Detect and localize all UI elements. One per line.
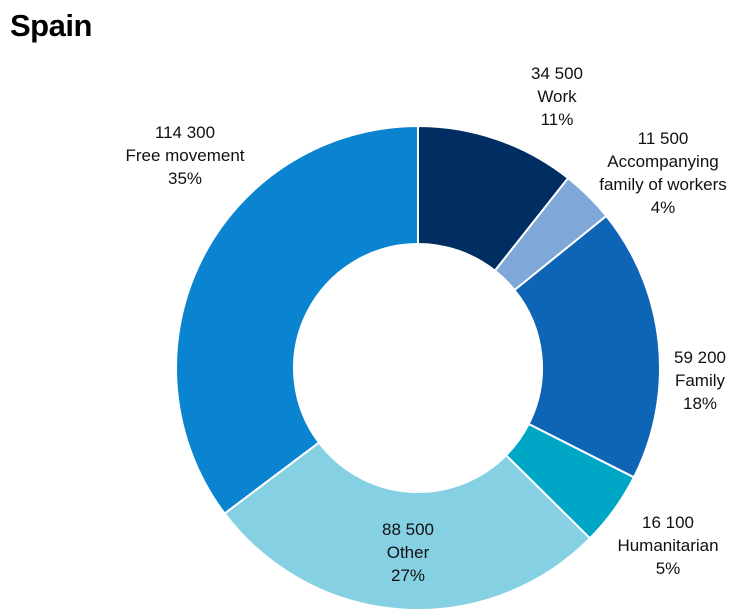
slice-label: 34 500 Work 11%	[497, 62, 617, 131]
percent-label: 5%	[655, 559, 681, 578]
value-label: 34 500	[531, 64, 583, 83]
slice-label: 88 500 Other 27%	[338, 518, 478, 587]
chart-title: Spain	[10, 8, 92, 43]
category-label: Family	[674, 371, 726, 390]
value-label: 114 300	[154, 123, 216, 142]
category-label: Accompanying family of workers	[599, 152, 727, 194]
value-label: 16 100	[642, 513, 694, 532]
donut-slice	[175, 124, 419, 515]
value-label: 59 200	[674, 348, 726, 367]
category-label: Work	[537, 87, 577, 106]
slice-label: 114 300 Free movement 35%	[95, 121, 275, 190]
percent-label: 27%	[390, 566, 426, 585]
category-label: Humanitarian	[617, 536, 719, 555]
percent-label: 4%	[650, 198, 676, 217]
slice-label: 16 100 Humanitarian 5%	[608, 511, 728, 580]
slice-label: 59 200 Family 18%	[655, 346, 741, 415]
value-label: 11 500	[637, 129, 689, 148]
donut-slice	[513, 214, 661, 479]
category-label: Free movement	[125, 146, 245, 165]
category-label: Other	[386, 543, 430, 562]
percent-label: 18%	[682, 394, 718, 413]
slice-label: 11 500 Accompanying family of workers 4%	[588, 127, 738, 219]
percent-label: 11%	[540, 110, 574, 129]
percent-label: 35%	[167, 169, 203, 188]
donut-slice	[223, 441, 592, 609]
value-label: 88 500	[382, 520, 434, 539]
